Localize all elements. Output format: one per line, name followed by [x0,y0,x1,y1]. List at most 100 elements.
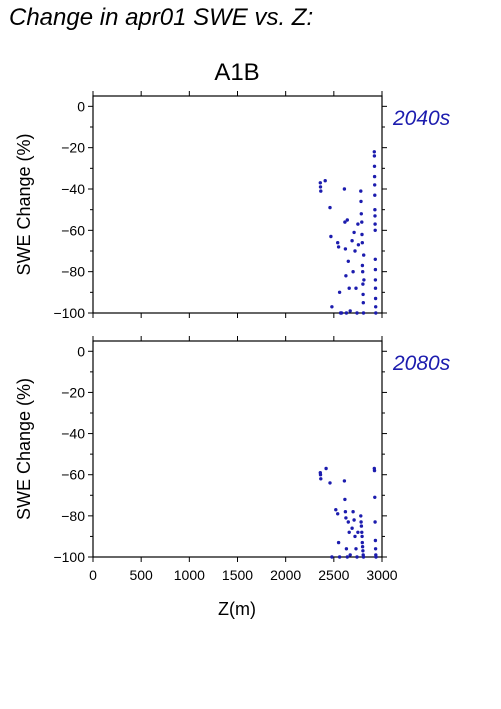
x-tick-label: 2500 [318,567,349,583]
data-point [356,530,360,534]
data-point [345,555,349,559]
data-point [373,286,378,290]
data-point [334,508,338,512]
data-point [330,305,334,309]
data-point [350,526,354,530]
x-tick-label: 0 [89,567,97,583]
data-point [373,495,377,499]
panel-2080s: 0−20−40−60−80−1000 500 1000 1500 2000 2500 300… [14,336,451,583]
data-point [318,185,323,189]
data-point [336,245,341,249]
data-point [344,311,349,315]
y-tick-label: 0 [77,98,85,114]
data-point [346,520,350,524]
data-point [319,189,323,193]
data-point [360,545,365,549]
y-tick-label: −60 [61,467,85,483]
x-tick-label: 3000 [366,567,397,583]
data-point [373,520,377,524]
chart-panels: 0 −20 −40 −60 −80 −100 SWE Change (%) 2040s 0 −20… [14,91,451,583]
y-tick-label: −40 [61,181,85,197]
data-point [342,479,347,483]
data-point [373,208,377,212]
data-point [354,286,358,290]
y-tick-label: −20 [61,384,85,400]
data-point [373,267,378,272]
data-point [337,555,342,559]
period-label: 2080s [392,352,451,375]
y-tick-label: −100 [53,549,85,565]
data-point [344,547,349,551]
data-point [360,232,364,237]
data-point [359,212,363,216]
data-point [319,477,323,481]
data-point [361,301,365,305]
data-point [372,150,376,154]
data-point [374,311,378,315]
data-point [330,555,334,559]
data-point [345,218,349,222]
data-point [353,534,357,539]
y-tick-label: −40 [61,426,85,442]
data-point [343,220,347,224]
data-point [324,466,328,471]
data-point [373,547,378,551]
data-point [348,309,352,313]
data-point [373,257,377,261]
data-point [347,286,351,290]
page-title: Change in apr01 SWE vs. Z: [9,4,314,31]
data-point [373,278,378,282]
data-point [361,292,365,297]
data-point [373,538,378,543]
data-point [337,290,342,294]
data-point [348,553,352,557]
data-point [359,514,363,518]
data-point [343,497,347,502]
data-point [355,555,359,559]
data-point [372,468,377,473]
data-point [361,282,365,286]
data-point [372,164,377,168]
data-point [360,241,364,245]
y-tick-label: −80 [61,264,85,280]
data-point [359,189,363,193]
data-point [350,239,354,243]
data-point [344,274,348,278]
data-point [352,230,356,235]
data-point [362,253,366,257]
data-point [374,555,378,559]
data-point [347,530,351,534]
data-point [356,243,361,247]
y-tick-label: −100 [53,305,85,321]
data-point [336,540,341,545]
data-point [355,311,359,315]
data-point [343,510,348,514]
y-tick-label: −20 [61,140,85,156]
panel-2040s: 0 −20 −40 −60 −80 −100 SWE Change (%) 2040s [14,91,451,321]
data-point [359,524,364,528]
data-point [336,241,340,245]
data-point [362,278,366,282]
data-point [373,193,377,197]
x-tick-label: 1000 [174,567,205,583]
data-point [361,549,365,553]
data-point [372,154,377,158]
data-point [351,510,355,514]
data-point [373,296,378,301]
data-point [361,555,366,559]
data-point [360,220,364,224]
data-point [351,270,355,274]
plot-frame [92,95,383,314]
data-point [323,179,327,183]
data-point [318,473,323,477]
y-tick-label: −60 [61,222,85,238]
data-point [354,547,358,551]
y-tick-label: 0 [77,343,85,359]
data-point [328,481,332,485]
data-point [352,518,356,522]
data-point [329,234,333,239]
data-point [374,305,378,309]
x-tick-label: 500 [129,567,153,583]
data-point [343,247,348,251]
chart-title: A1B [214,59,259,86]
